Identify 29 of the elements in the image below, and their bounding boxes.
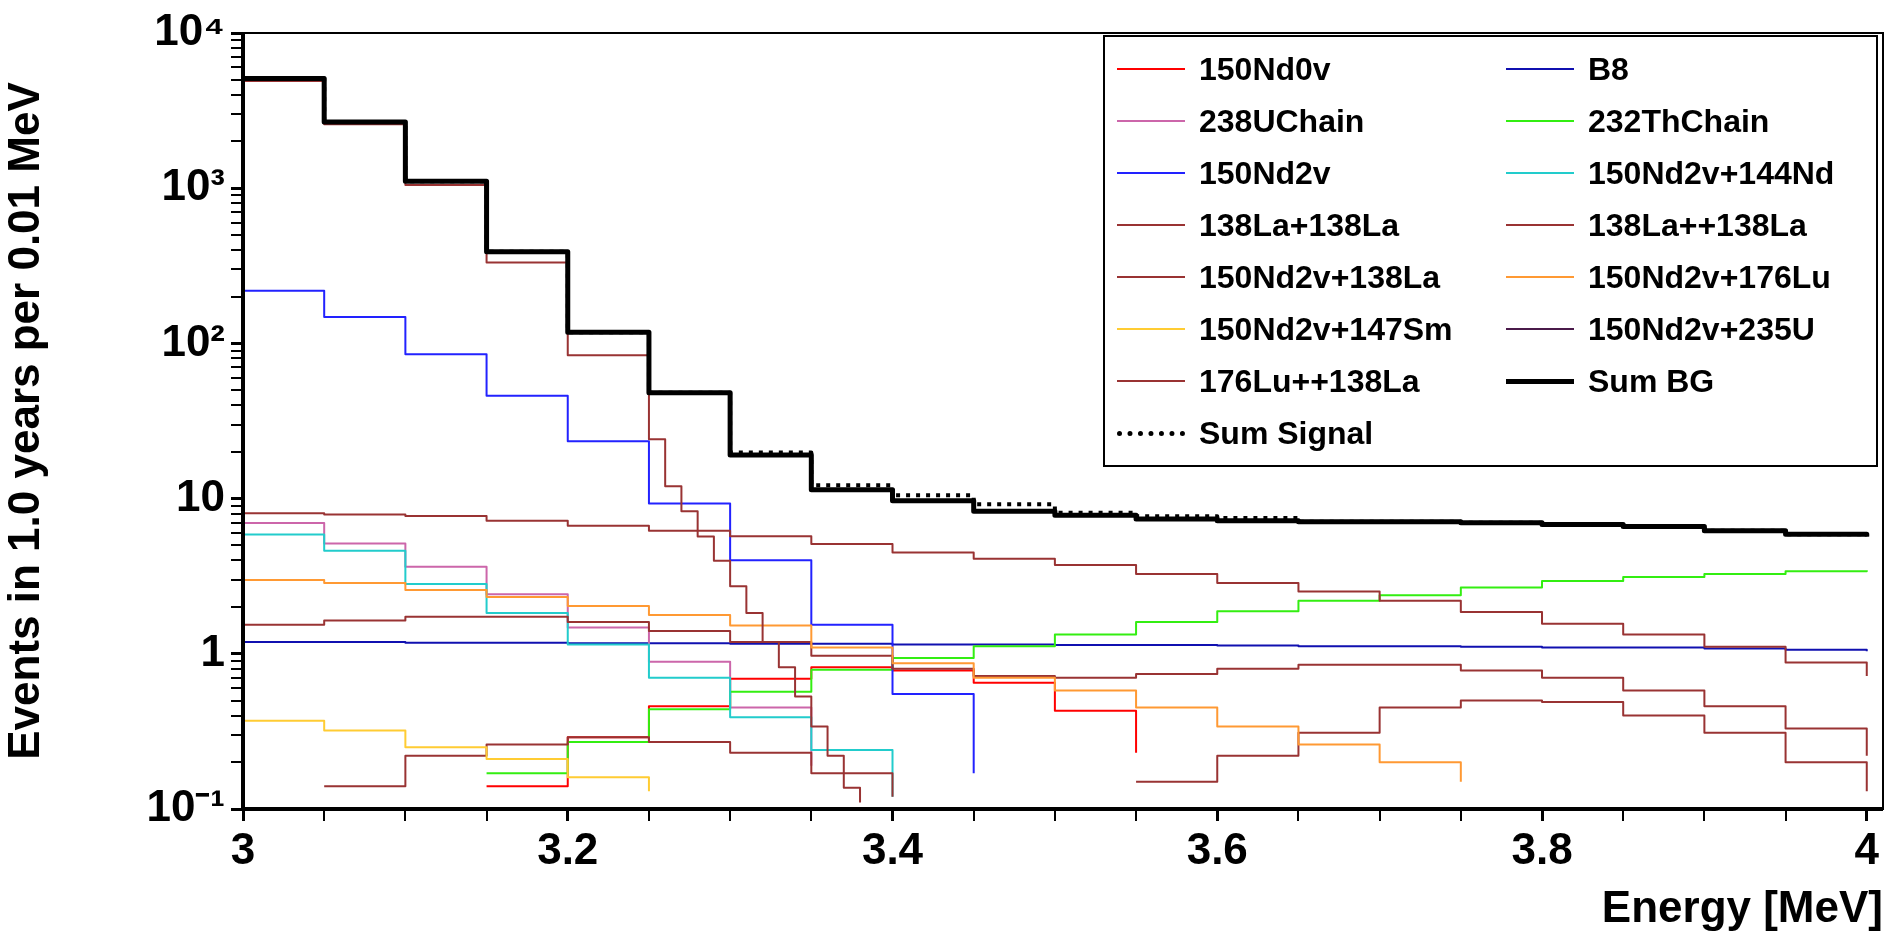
legend-label: 150Nd2v: [1199, 154, 1331, 192]
legend-label: 232ThChain: [1588, 102, 1770, 140]
y-tick-label: 10: [176, 470, 225, 520]
legend-label: 238UChain: [1199, 102, 1365, 140]
x-tick-label: 3.8: [1511, 823, 1573, 873]
legend-label: 150Nd2v+235U: [1588, 310, 1815, 348]
y-tick-label: 10⁴: [154, 5, 225, 55]
legend-label: 150Nd2v+138La: [1199, 258, 1441, 296]
y-tick-label: 10³: [161, 160, 225, 210]
legend-label: 138La+138La: [1199, 206, 1400, 244]
y-tick-label: 10²: [161, 315, 225, 365]
legend-label: Sum Signal: [1199, 414, 1374, 452]
x-tick-label: 3.6: [1186, 823, 1248, 873]
y-axis-title: Events in 1.0 years per 0.01 MeV: [0, 81, 48, 760]
legend-label: B8: [1588, 50, 1629, 88]
legend-label: 150Nd2v+144Nd: [1588, 154, 1835, 192]
x-tick-label: 3: [230, 823, 256, 873]
legend-label: Sum BG: [1588, 362, 1715, 400]
x-tick-label: 4: [1854, 823, 1880, 873]
x-axis-title: Energy [MeV]: [1601, 881, 1883, 931]
legend-label: 150Nd2v+176Lu: [1588, 258, 1831, 296]
x-tick-label: 3.2: [537, 823, 599, 873]
legend-label: 150Nd0v: [1199, 50, 1331, 88]
y-tick-label: 10⁻¹: [146, 781, 225, 831]
legend-label: 138La++138La: [1588, 206, 1807, 244]
legend-label: 176Lu++138La: [1199, 362, 1420, 400]
legend-label: 150Nd2v+147Sm: [1199, 310, 1453, 348]
x-tick-label: 3.4: [861, 823, 924, 873]
y-tick-label: 1: [200, 625, 225, 675]
